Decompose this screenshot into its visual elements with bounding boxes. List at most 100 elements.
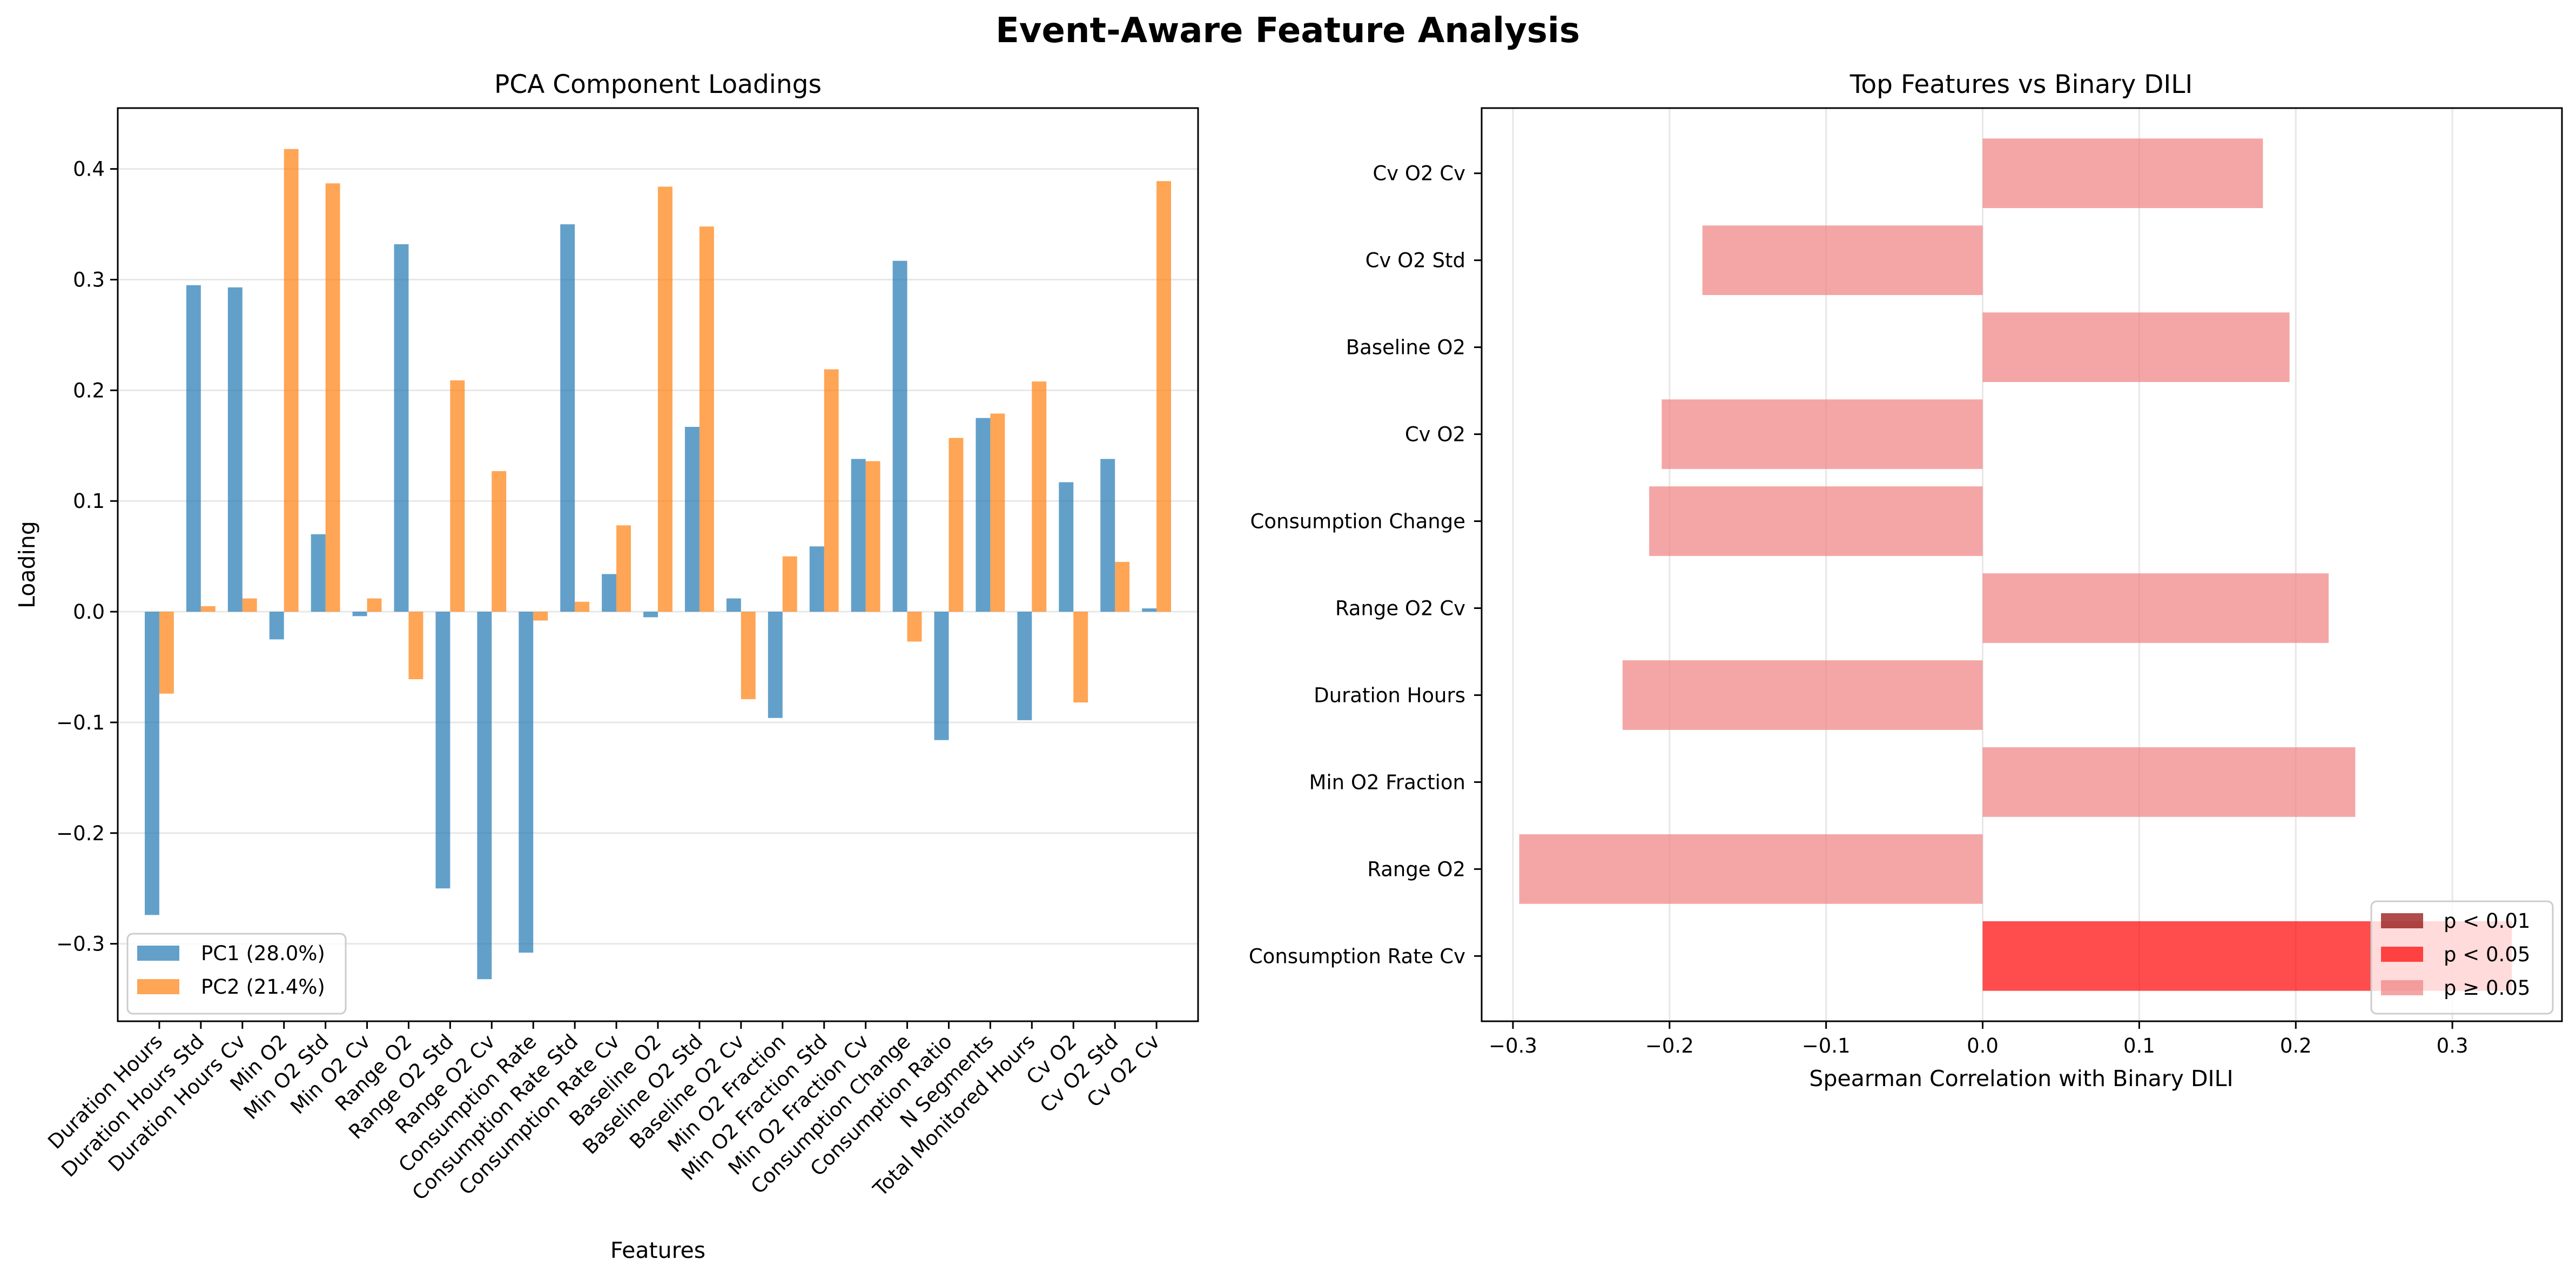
pca-bar-pc2 (450, 380, 465, 612)
pca-y-tick-label: −0.3 (56, 933, 105, 956)
dili-y-tick-label: Cv O2 Std (1366, 249, 1465, 272)
dili-x-tick-label: 0.1 (2123, 1034, 2155, 1057)
pca-bar-pc1 (477, 612, 492, 980)
pca-bar-pc1 (560, 224, 575, 612)
dili-bar (1982, 312, 2290, 382)
pca-legend: PC1 (28.0%) PC2 (21.4%) (126, 933, 347, 1015)
pca-bar-pc1 (768, 612, 783, 718)
legend-label-p01: p < 0.01 (2444, 909, 2530, 933)
dili-bar (1649, 486, 1983, 556)
pca-bar-pc1 (519, 612, 534, 953)
pca-y-tick-label: 0.2 (73, 379, 105, 402)
pca-bar-pc1 (685, 426, 700, 612)
pca-bar-pc1 (394, 244, 409, 612)
dili-x-tick-label: −0.2 (1645, 1034, 1694, 1057)
dili-bar (1982, 747, 2356, 817)
pca-chart-title: PCA Component Loadings (494, 70, 822, 99)
dili-x-tick-label: −0.1 (1802, 1034, 1851, 1057)
pca-bar-pc1 (851, 459, 866, 612)
dili-chart-title: Top Features vs Binary DILI (1849, 70, 2193, 99)
dili-y-tick-label: Consumption Rate Cv (1249, 945, 1465, 968)
pca-y-tick-label: −0.1 (56, 711, 105, 734)
legend-swatch-pc1 (137, 946, 179, 961)
pca-bar-pc2 (367, 598, 382, 612)
pca-bar-pc2 (949, 438, 964, 612)
pca-bar-pc1 (934, 612, 949, 740)
dili-y-tick-label: Range O2 Cv (1335, 597, 1465, 620)
pca-y-tick-label: 0.0 (73, 600, 105, 624)
pca-bar-pc2 (616, 525, 631, 612)
pca-bar-pc1 (976, 418, 991, 612)
pca-bar-pc1 (809, 546, 824, 612)
pca-bar-pc2 (782, 556, 797, 612)
dili-bars (1519, 138, 2512, 991)
dili-bar (1982, 573, 2329, 643)
pca-bar-pc2 (533, 612, 548, 621)
pca-bar-pc1 (145, 612, 159, 915)
dili-x-tick-label: 0.2 (2280, 1034, 2312, 1057)
pca-bar-pc1 (1100, 459, 1115, 612)
pca-y-tick-label: 0.4 (73, 158, 105, 181)
dili-y-tick-label: Consumption Change (1250, 510, 1465, 533)
pca-bar-pc1 (352, 612, 367, 617)
dili-bar (1662, 399, 1983, 469)
dili-x-axis-ticks: −0.3 −0.2 −0.1 0.0 0.1 0.2 0.3 (1489, 1021, 2469, 1057)
pca-bar-pc1 (1059, 482, 1074, 612)
pca-x-axis-label: Features (610, 1237, 705, 1263)
legend-label-pc2: PC2 (21.4%) (201, 975, 325, 999)
pca-bar-pc2 (865, 461, 880, 612)
pca-bar-pc1 (602, 574, 617, 612)
pca-bar-pc2 (159, 612, 174, 694)
pca-y-tick-label: 0.3 (73, 269, 105, 292)
dili-y-tick-label: Cv O2 Cv (1373, 162, 1465, 185)
pca-bar-pc1 (643, 612, 658, 618)
pca-bar-pc2 (824, 369, 839, 612)
dili-y-tick-label: Duration Hours (1314, 684, 1465, 707)
dili-y-tick-label: Range O2 (1367, 858, 1465, 881)
dili-y-tick-label: Baseline O2 (1346, 336, 1465, 359)
pca-bar-pc1 (227, 287, 243, 612)
pca-y-tick-label: −0.2 (56, 822, 105, 845)
pca-bar-pc2 (200, 606, 216, 612)
pca-bar-pc2 (741, 612, 756, 699)
dili-y-axis-ticks: Cv O2 Cv Cv O2 Std Baseline O2 Cv O2 Consump… (1249, 162, 1482, 968)
dili-x-tick-label: 0.0 (1967, 1034, 1999, 1057)
pca-bar-pc2 (1115, 561, 1130, 612)
legend-swatch-pc2 (137, 979, 179, 994)
dili-bar (1982, 138, 2263, 209)
dili-legend: p < 0.01 p < 0.05 p ≥ 0.05 (2370, 900, 2554, 1015)
pca-bar-pc1 (186, 285, 201, 612)
pca-bar-pc1 (269, 612, 284, 640)
dili-x-tick-label: −0.3 (1489, 1034, 1537, 1057)
figure-title: Event-Aware Feature Analysis (996, 11, 1580, 51)
legend-swatch-p01 (2381, 913, 2423, 928)
pca-bar-pc2 (1156, 181, 1171, 612)
pca-bars (145, 149, 1171, 980)
pca-bar-pc1 (311, 534, 326, 612)
dili-plot-frame (1481, 107, 2563, 1022)
pca-y-axis-ticks: −0.3 −0.2 −0.1 0.0 0.1 0.2 0.3 0.4 (56, 158, 118, 956)
pca-bar-pc2 (990, 413, 1005, 612)
pca-bar-pc2 (699, 226, 714, 612)
dili-y-tick-label: Cv O2 (1405, 423, 1465, 446)
pca-legend-box (126, 933, 347, 1015)
pca-bar-pc2 (242, 598, 257, 612)
pca-bar-pc1 (435, 612, 450, 889)
pca-bar-pc2 (408, 612, 423, 680)
legend-label-ns: p ≥ 0.05 (2444, 976, 2530, 1000)
dili-bar (1622, 660, 1983, 730)
pca-y-axis-label: Loading (14, 521, 40, 608)
dili-bar (1519, 834, 1983, 904)
legend-swatch-p05 (2381, 947, 2423, 962)
pca-bar-pc2 (1073, 612, 1088, 703)
legend-label-pc1: PC1 (28.0%) (201, 942, 325, 965)
pca-bar-pc2 (658, 186, 672, 612)
pca-bar-pc1 (892, 260, 907, 612)
pca-y-tick-label: 0.1 (73, 490, 105, 513)
pca-bar-pc2 (575, 601, 590, 612)
pca-bar-pc2 (492, 471, 507, 612)
dili-x-tick-label: 0.3 (2437, 1034, 2469, 1057)
pca-bar-pc2 (1032, 381, 1047, 612)
